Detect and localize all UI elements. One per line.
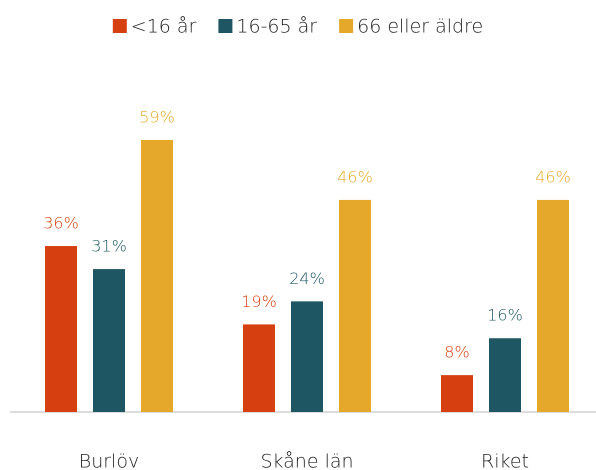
legend-item: <16 år (112, 16, 197, 38)
x-tick-label: Riket (481, 451, 529, 470)
bar (537, 199, 569, 412)
bar (243, 324, 275, 412)
legend-item: 16-65 år (218, 16, 317, 38)
bar (93, 269, 125, 412)
data-label: 8% (444, 343, 469, 362)
x-tick-label: Skåne län (260, 451, 353, 470)
legend-swatch (112, 19, 127, 33)
legend-swatch (218, 19, 233, 33)
legend-label: 66 eller äldre (357, 16, 483, 38)
x-tick-label: Burlöv (79, 451, 139, 470)
data-label: 46% (535, 167, 571, 186)
legend-label: <16 år (131, 16, 197, 38)
data-label: 16% (487, 306, 523, 325)
bar (45, 246, 77, 412)
data-label: 31% (91, 237, 127, 256)
data-label: 46% (337, 167, 373, 186)
data-label: 19% (241, 292, 277, 311)
data-label: 24% (289, 269, 325, 288)
bar (489, 338, 521, 412)
data-label: 59% (139, 108, 175, 127)
bar (291, 301, 323, 412)
bar (339, 199, 371, 412)
bar (441, 375, 473, 412)
data-label: 36% (43, 214, 79, 233)
legend-item: 66 eller äldre (339, 16, 483, 38)
legend-label: 16-65 år (236, 16, 317, 38)
legend-swatch (339, 19, 354, 33)
bar (141, 140, 173, 412)
